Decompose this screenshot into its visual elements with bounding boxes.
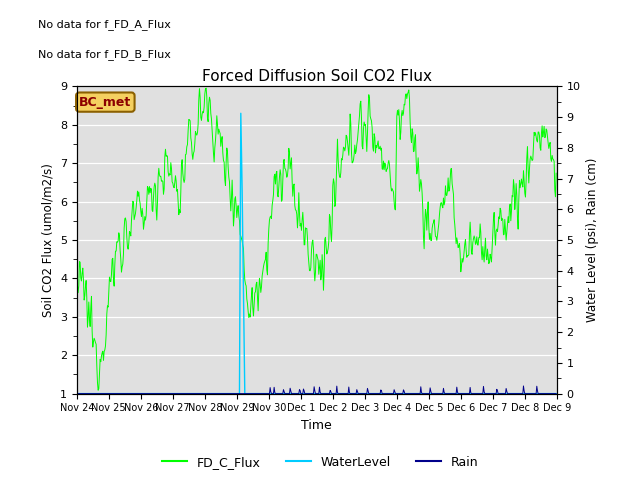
Text: BC_met: BC_met [79, 96, 131, 108]
FD_C_Flux [552, 170, 560, 176]
Rain [205, 391, 212, 396]
FD_C_Flux [180, 180, 188, 185]
FD_C_Flux [390, 189, 397, 195]
Rain [73, 391, 81, 396]
WaterLevel [237, 110, 244, 116]
FD_C_Flux [376, 145, 383, 151]
Line: FD_C_Flux: FD_C_Flux [77, 88, 556, 390]
Legend: FD_C_Flux, WaterLevel, Rain: FD_C_Flux, WaterLevel, Rain [157, 451, 483, 474]
WaterLevel [389, 391, 397, 396]
Rain [374, 391, 382, 396]
Y-axis label: Water Level (psi), Rain (cm): Water Level (psi), Rain (cm) [586, 158, 599, 322]
Text: No data for f_FD_B_Flux: No data for f_FD_B_Flux [38, 49, 172, 60]
Rain [82, 391, 90, 396]
Title: Forced Diffusion Soil CO2 Flux: Forced Diffusion Soil CO2 Flux [202, 69, 432, 84]
Rain [131, 391, 139, 396]
WaterLevel [73, 391, 81, 396]
WaterLevel [180, 391, 188, 396]
Rain [180, 391, 188, 396]
WaterLevel [205, 391, 212, 396]
Rain [388, 391, 396, 396]
FD_C_Flux [94, 387, 102, 393]
Rain [520, 383, 527, 389]
Line: WaterLevel: WaterLevel [77, 113, 556, 394]
WaterLevel [375, 391, 383, 396]
Rain [552, 391, 560, 396]
Text: No data for f_FD_A_Flux: No data for f_FD_A_Flux [38, 19, 172, 30]
X-axis label: Time: Time [301, 419, 332, 432]
FD_C_Flux [73, 284, 81, 290]
FD_C_Flux [132, 211, 140, 216]
WaterLevel [82, 391, 90, 396]
FD_C_Flux [206, 97, 214, 103]
Line: Rain: Rain [77, 386, 556, 394]
Y-axis label: Soil CO2 Flux (umol/m2/s): Soil CO2 Flux (umol/m2/s) [42, 163, 54, 317]
FD_C_Flux [82, 284, 90, 289]
FD_C_Flux [202, 85, 210, 91]
WaterLevel [131, 391, 139, 396]
WaterLevel [552, 391, 560, 396]
